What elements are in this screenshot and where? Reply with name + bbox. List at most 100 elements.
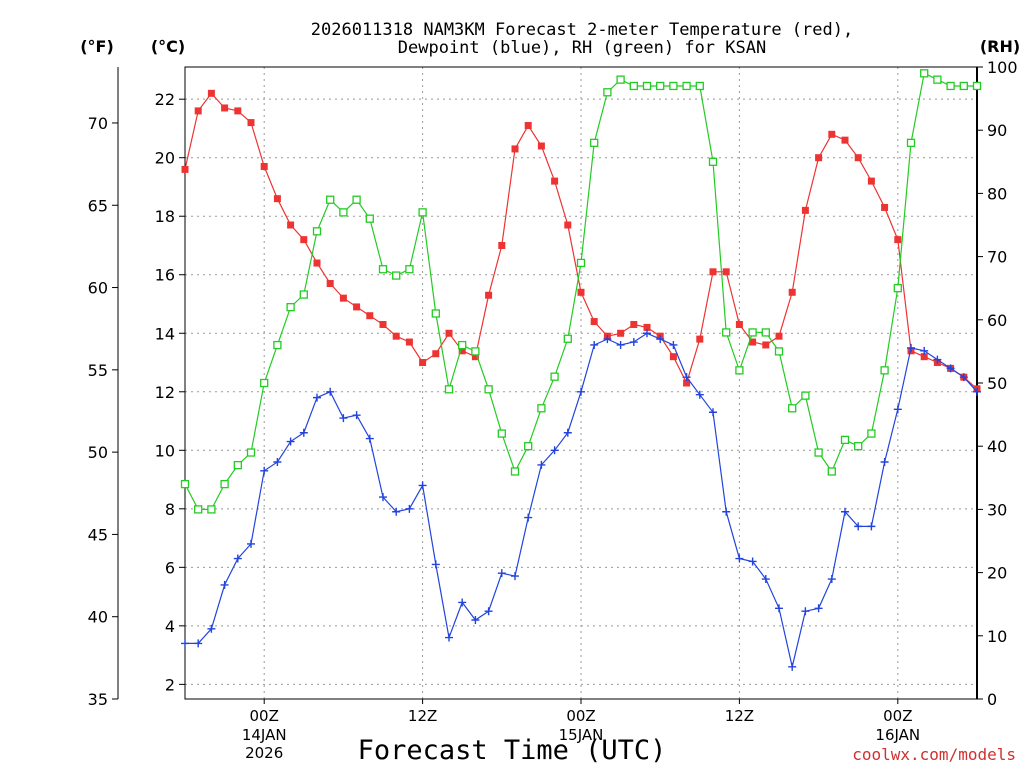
rh-series: [180, 69, 982, 514]
rh-point: [695, 81, 704, 91]
dewpoint-point: [643, 329, 651, 338]
dewpoint-point: [392, 507, 401, 516]
rh-point: [550, 372, 559, 381]
dewpoint-point: [445, 633, 453, 642]
rh-point: [563, 334, 572, 343]
rh-point: [458, 340, 467, 350]
time-tick-label: 00Z: [250, 707, 279, 725]
rh-point: [352, 195, 361, 204]
temperature-point: [260, 162, 268, 170]
temperature-point: [577, 288, 585, 296]
rh-point: [854, 442, 863, 451]
temperature-point: [630, 320, 638, 328]
time-tick-date-label: 15JAN: [559, 726, 604, 744]
temperature-point: [445, 329, 453, 337]
rh-point: [418, 208, 427, 217]
celsius-tick-label: 2: [165, 675, 175, 694]
dewpoint-point: [959, 373, 968, 382]
temperature-point: [498, 241, 506, 249]
rh-point: [788, 404, 797, 413]
temperature-point: [788, 288, 796, 296]
fahrenheit-tick-label: 55: [88, 361, 108, 380]
dewpoint-point: [788, 662, 797, 671]
fahrenheit-tick-label: 40: [88, 608, 108, 627]
temperature-point: [181, 165, 189, 173]
temperature-point: [458, 347, 466, 355]
time-tick-label: 00Z: [566, 707, 595, 725]
temperature-point: [366, 312, 374, 320]
temperature-point: [194, 107, 202, 115]
temperature-point: [247, 119, 255, 127]
temperature-point: [564, 221, 572, 229]
temperature-point: [471, 353, 479, 361]
dewpoint-point: [682, 373, 691, 382]
temperature-point: [775, 332, 783, 340]
rh-point: [669, 81, 678, 91]
dewpoint-point: [695, 390, 704, 399]
time-tick-year-label: 2026: [245, 744, 283, 762]
grid-lines: [185, 67, 977, 699]
dewpoint-point: [867, 522, 876, 531]
rh-point: [748, 328, 757, 337]
dewpoint-point: [880, 458, 889, 466]
rh-point: [497, 429, 506, 438]
rh-point: [629, 81, 638, 91]
dewpoint-point: [973, 387, 981, 396]
dewpoint-point: [458, 598, 467, 607]
celsius-tick-label: 20: [155, 149, 175, 168]
temperature-point: [485, 291, 493, 299]
temperature-point: [749, 338, 757, 346]
x-axis-title: Forecast Time (UTC): [358, 735, 667, 766]
rh-point: [814, 448, 823, 457]
rh-point: [260, 378, 269, 388]
dewpoint-point: [352, 411, 361, 420]
rh-point: [378, 265, 388, 274]
dewpoint-point: [761, 575, 770, 584]
dewpoint-point: [854, 522, 863, 531]
dewpoint-point: [497, 569, 506, 578]
temperature-point: [894, 236, 902, 244]
rh-point: [299, 290, 308, 299]
rh-point: [761, 328, 770, 337]
temperature-point: [234, 107, 242, 115]
rh-point: [365, 214, 374, 223]
temperature-point: [643, 323, 651, 331]
time-tick-label: 00Z: [883, 707, 912, 725]
plot-frame: [184, 66, 978, 700]
rh-tick-label: 70: [987, 248, 1007, 267]
dewpoint-point: [194, 639, 203, 648]
dewpoint-series: [181, 329, 981, 671]
rh-point: [959, 81, 968, 91]
rh-point: [616, 75, 625, 84]
dewpoint-point: [286, 437, 295, 446]
celsius-tick-label: 22: [155, 90, 175, 109]
fahrenheit-tick-label: 45: [88, 525, 108, 544]
dewpoint-point: [471, 616, 480, 624]
dewpoint-point: [775, 604, 783, 613]
rh-tick-label: 20: [987, 564, 1007, 583]
dewpoint-point: [537, 460, 546, 469]
temperature-point: [221, 104, 229, 112]
rh-point: [603, 88, 612, 97]
temperature-point: [762, 341, 770, 349]
dewpoint-point: [748, 557, 757, 566]
temperature-point: [287, 221, 295, 229]
dewpoint-point: [299, 428, 308, 437]
rh-point: [537, 404, 546, 413]
rh-point: [946, 81, 955, 91]
rh-point: [339, 208, 348, 217]
dewpoint-point: [405, 504, 414, 513]
time-tick-date-label: 16JAN: [875, 726, 920, 744]
rh-point: [233, 461, 242, 470]
temperature-point: [405, 338, 413, 346]
dewpoint-point: [511, 572, 519, 581]
rh-point: [840, 435, 850, 445]
rh-point: [867, 429, 876, 438]
rh-tick-label: 0: [987, 690, 997, 709]
celsius-tick-label: 4: [165, 617, 175, 636]
temperature-point: [379, 320, 387, 328]
dewpoint-point: [220, 580, 229, 589]
dewpoint-point: [484, 607, 493, 616]
rh-point: [246, 448, 256, 457]
temperature-point: [617, 329, 625, 337]
